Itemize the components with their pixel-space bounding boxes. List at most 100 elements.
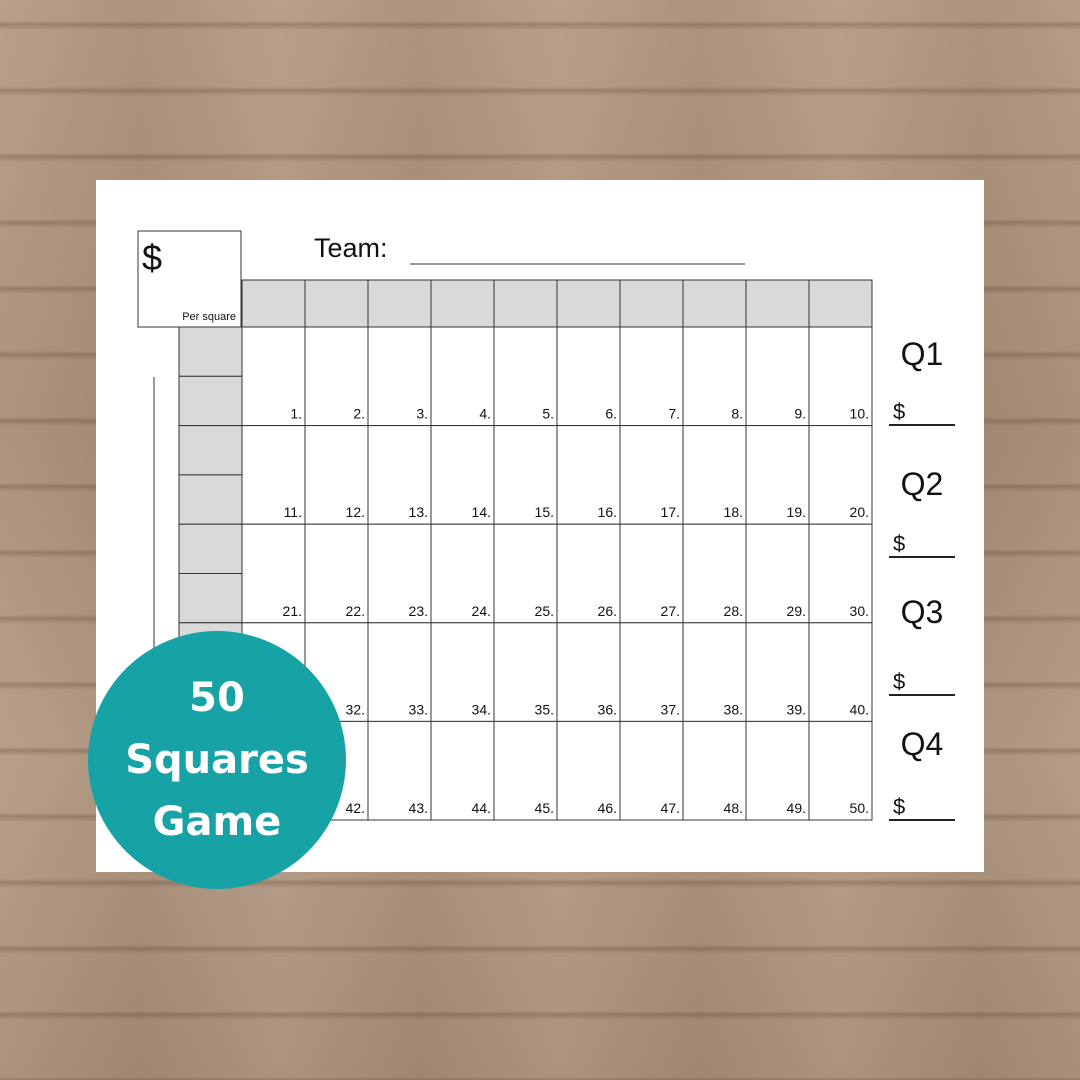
- square-number: 25.: [535, 603, 554, 619]
- square-number: 19.: [787, 504, 806, 520]
- square: [619, 720, 684, 821]
- square: [367, 523, 432, 624]
- square-number: 9.: [794, 406, 806, 422]
- square-number: 13.: [409, 504, 428, 520]
- square: [745, 720, 810, 821]
- grid: 1. 2. 3. 4. 5. 6. 7. 8. 9. 10. 11. 12. 13. 14. 15. 16. 1…: [178, 279, 873, 821]
- square-number: 16.: [598, 504, 617, 520]
- square-number: 4.: [479, 406, 491, 422]
- side-cell: [178, 375, 243, 427]
- team-label: Team:: [314, 233, 388, 263]
- header-cell: [493, 279, 558, 328]
- square-number: 6.: [605, 406, 617, 422]
- square-number: 21.: [283, 603, 302, 619]
- square: [430, 622, 495, 722]
- square-number: 17.: [661, 504, 680, 520]
- square-number: 22.: [346, 603, 365, 619]
- square-number: 7.: [668, 406, 680, 422]
- square: [745, 622, 810, 722]
- square-number: 3.: [416, 406, 428, 422]
- side-cell: [178, 573, 243, 624]
- square-number: 49.: [787, 800, 806, 816]
- price-symbol: $: [142, 237, 162, 278]
- header-cell: [619, 279, 684, 328]
- header-cell: [745, 279, 810, 328]
- quarter-label: Q1: [901, 336, 944, 372]
- square-number: 39.: [787, 701, 806, 717]
- header-cell: [682, 279, 747, 328]
- square: [493, 720, 558, 821]
- square: [241, 523, 306, 624]
- square: [493, 523, 558, 624]
- square-number: 44.: [472, 800, 491, 816]
- square-number: 40.: [850, 701, 869, 717]
- square-number: 48.: [724, 800, 743, 816]
- square-number: 2.: [353, 406, 365, 422]
- quarter-symbol: $: [893, 399, 905, 424]
- square: [682, 326, 747, 427]
- header-cell: [304, 279, 369, 328]
- square: [556, 720, 621, 821]
- side-cell: [178, 326, 243, 377]
- square-number: 23.: [409, 603, 428, 619]
- badge-text: 50 Squares Game: [125, 675, 309, 845]
- quarter-symbol: $: [893, 531, 905, 556]
- square: [808, 523, 873, 624]
- square: [367, 622, 432, 722]
- square-number: 47.: [661, 800, 680, 816]
- side-cell: [178, 523, 243, 575]
- square-number: 38.: [724, 701, 743, 717]
- square-number: 37.: [661, 701, 680, 717]
- square-number: 36.: [598, 701, 617, 717]
- square: [808, 720, 873, 821]
- square-number: 26.: [598, 603, 617, 619]
- square-number: 1.: [290, 406, 302, 422]
- square: [493, 622, 558, 722]
- square-number: 5.: [542, 406, 554, 422]
- square: [808, 326, 873, 427]
- header-cell: [556, 279, 621, 328]
- square-number: 42.: [346, 800, 365, 816]
- square-number: 45.: [535, 800, 554, 816]
- square-number: 28.: [724, 603, 743, 619]
- square-number: 10.: [850, 406, 869, 422]
- square-number: 30.: [850, 603, 869, 619]
- square: [241, 425, 306, 525]
- square: [304, 326, 369, 427]
- square: [619, 326, 684, 427]
- badge-line: Game: [153, 799, 282, 845]
- square-number: 32.: [346, 701, 365, 717]
- square: [808, 622, 873, 722]
- square-number: 20.: [850, 504, 869, 520]
- price-label: Per square: [182, 311, 236, 323]
- square-number: 12.: [346, 504, 365, 520]
- square-number: 14.: [472, 504, 491, 520]
- square-number: 8.: [731, 406, 743, 422]
- header-cell: [367, 279, 432, 328]
- square-number: 18.: [724, 504, 743, 520]
- header-cell: [808, 279, 873, 328]
- square: [556, 622, 621, 722]
- badge: [88, 631, 346, 889]
- square: [745, 523, 810, 624]
- square-number: 11.: [284, 504, 302, 520]
- square-number: 43.: [409, 800, 428, 816]
- square-number: 29.: [787, 603, 806, 619]
- square: [493, 425, 558, 525]
- square-number: 15.: [535, 504, 554, 520]
- square-number: 46.: [598, 800, 617, 816]
- square-number: 24.: [472, 603, 491, 619]
- square-number: 27.: [661, 603, 680, 619]
- quarter-label: Q3: [901, 594, 944, 630]
- square: [556, 523, 621, 624]
- side-cell: [178, 474, 243, 525]
- square-number: 33.: [409, 701, 428, 717]
- square: [682, 425, 747, 525]
- header-cell: [241, 279, 306, 328]
- square: [430, 720, 495, 821]
- header-cell: [430, 279, 495, 328]
- square: [619, 622, 684, 722]
- square: [745, 425, 810, 525]
- badge-line: Squares: [125, 737, 309, 783]
